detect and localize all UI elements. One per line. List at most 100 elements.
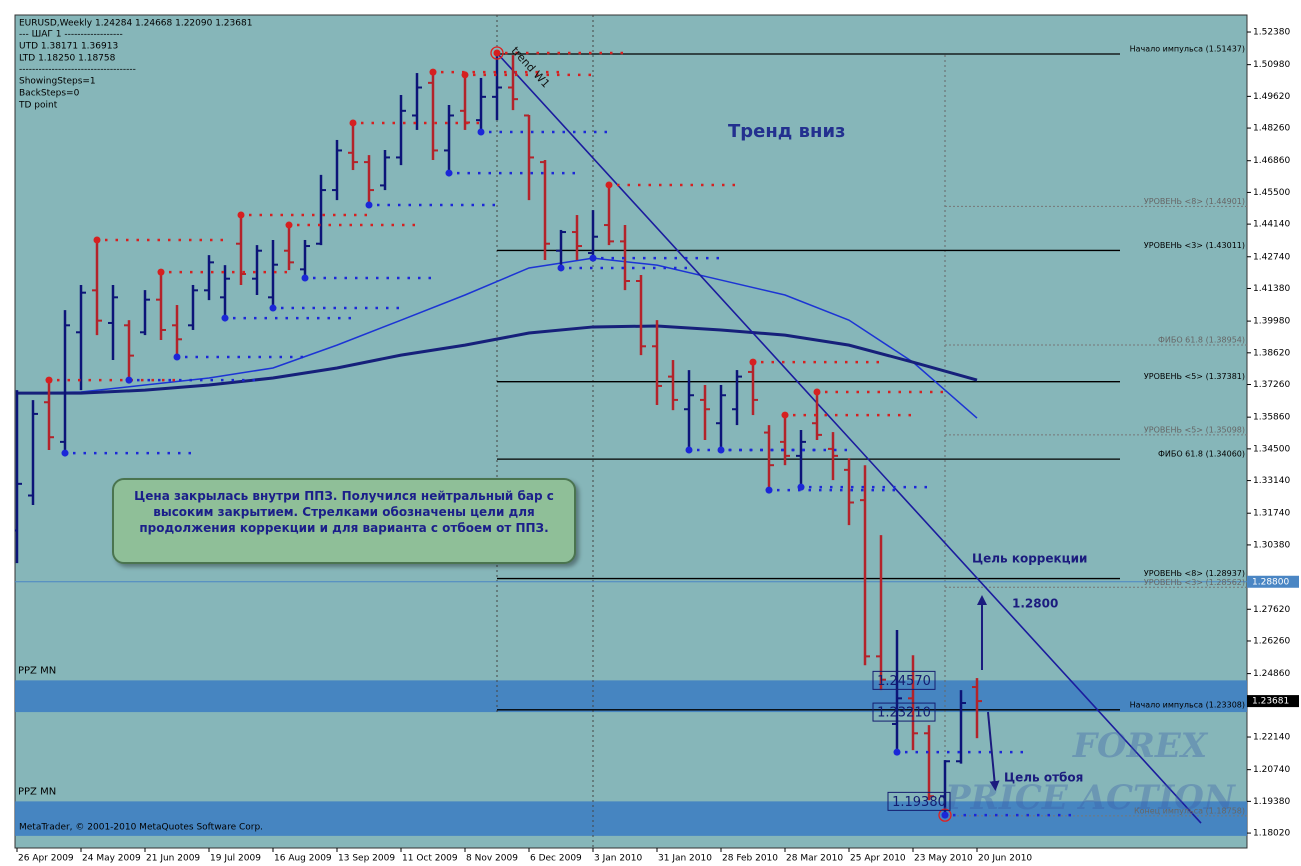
y-tick-label: 1.34500 [1253,444,1290,454]
y-tick-label: 1.50980 [1253,60,1290,70]
y-tick-label: 1.26260 [1253,636,1290,646]
moving-average [16,257,978,419]
level-label: ФИБО 61.8 [1158,336,1203,345]
zone-name: PPZ MN [18,786,56,797]
level-value-label: (1.35098) [1206,425,1245,434]
fractal-down [365,201,373,209]
fractal-up [157,268,165,276]
y-tick-label: 1.38620 [1253,348,1290,358]
y-tick-label: 1.20740 [1253,765,1290,775]
x-tick-label: 19 Jul 2009 [210,854,261,864]
bars [15,46,1073,822]
level-value-label: (1.34060) [1206,450,1245,459]
fractal-down [941,811,949,819]
fractal-down [61,449,69,457]
y-tick-label: 1.37260 [1253,380,1290,390]
ppz-zone [15,801,1247,836]
plot: FOREX PRICE ACTION [15,15,1247,848]
zone-label: 1.24570 [877,674,931,689]
fractal-down [125,376,133,384]
copyright: MetaTrader, © 2001-2010 MetaQuotes Softw… [19,823,263,833]
x-tick-label: 31 Jan 2010 [658,854,712,864]
fractal-down [173,353,181,361]
plot-area [14,14,1248,849]
annotation: Тренд вниз [728,121,846,142]
zone-label: 1.19380 [892,795,946,810]
current-price-box [1247,695,1299,708]
fractal-down [717,446,725,454]
fractal-up [285,221,293,229]
y-tick-label: 1.44140 [1253,220,1290,230]
x-tick-label: 24 May 2009 [82,854,141,864]
x-tick-label: 28 Mar 2010 [786,854,843,864]
fractal-up [237,211,245,219]
header-line: BackSteps=0 [19,89,80,99]
header: EURUSD,Weekly 1.24284 1.24668 1.22090 1.… [18,19,252,111]
fractal-up [813,388,821,396]
fractal-down [765,486,773,494]
fractal-up [349,119,357,127]
level-label: УРОВЕНЬ <3> [1144,578,1203,587]
x-tick-label: 3 Jan 2010 [594,854,642,864]
y-tick-label: 1.46860 [1253,156,1290,166]
y-tick-label: 1.24860 [1253,669,1290,679]
level-value-label: (1.38954) [1206,336,1245,345]
header-line: LTD 1.18250 1.18758 [19,54,116,64]
fractal-up [93,236,101,244]
header-line: --- ШАГ 1 ------------------ [19,30,123,40]
level-value-label: (1.37381) [1206,372,1245,381]
x-tick-label: 20 Jun 2010 [978,854,1032,864]
x-tick-label: 21 Jun 2009 [146,854,200,864]
level-value-label: (1.44901) [1206,197,1245,206]
level-label: УРОВЕНЬ <5> [1144,425,1203,434]
current-price-label: 1.23681 [1252,697,1289,707]
header-line: ------------------------------------ [19,65,136,75]
x-tick-label: 11 Oct 2009 [402,854,458,864]
level-label: УРОВЕНЬ <8> [1144,569,1203,578]
arrow-down [987,711,1000,791]
zone-label: 1.23210 [877,706,931,721]
fractal-up [749,358,757,366]
level-label: Конец импульса [1134,806,1203,815]
watermark-text: FOREX [1072,726,1209,766]
zones [15,680,1247,836]
level-value-label: (1.23308) [1206,700,1245,709]
note-box: Цена закрылась внутри ППЗ. Получился ней… [112,478,576,564]
x-tick-label: 13 Sep 2009 [338,854,395,864]
fractal-up-extreme [490,46,504,60]
level-label: УРОВЕНЬ <5> [1144,372,1203,381]
fractal-down [269,304,277,312]
fractal-down [589,254,597,262]
level-label: Начало импульса [1130,45,1204,54]
zone-label-box [887,791,951,811]
level-value-label: (1.18758) [1206,806,1245,815]
moving-average [17,324,978,395]
fractal-up [45,376,53,384]
x-tick-label: 6 Dec 2009 [530,854,582,864]
target-price-box [1247,575,1299,588]
fractal-down [477,128,485,136]
y-tick-label: 1.30380 [1253,540,1290,550]
y-tick-label: 1.52380 [1253,28,1290,38]
y-tick-label: 1.35860 [1253,413,1290,423]
y-tick-label: 1.49620 [1253,92,1290,102]
y-tick-label: 1.42740 [1253,252,1290,262]
level-value-label: (1.51437) [1206,45,1245,54]
x-tick-label: 16 Aug 2009 [274,854,332,864]
fractal-down-extreme [938,808,952,822]
x-tick-label: 26 Apr 2009 [18,854,74,864]
fractal-down [221,314,229,322]
lines [15,52,1247,824]
y-tick-label: 1.48260 [1253,124,1290,134]
fractal-up [461,71,469,79]
watermark: FOREX PRICE ACTION [944,726,1237,818]
fractal-up [781,411,789,419]
fractal-down [557,264,565,272]
header-line: EURUSD,Weekly 1.24284 1.24668 1.22090 1.… [19,19,252,29]
zone-label-box [872,702,936,722]
y-tick-label: 1.27620 [1253,605,1290,615]
level-value-label: (1.28562) [1206,578,1245,587]
annotation: Цель коррекции [972,552,1087,566]
